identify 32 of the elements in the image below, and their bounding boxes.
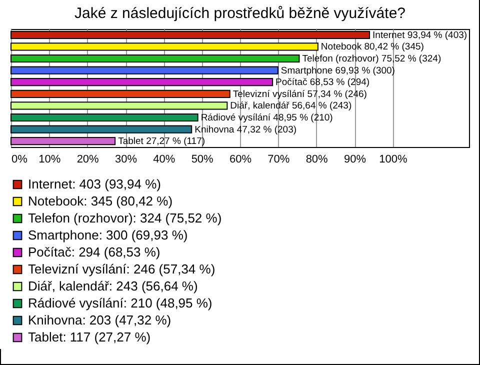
data-label: Tablet 27,27 % (117) xyxy=(118,136,206,148)
data-label: Diář, kalendář 56,64 % (243) xyxy=(230,100,352,112)
x-tick-label: 0% xyxy=(12,154,28,166)
data-label: Internet 93,94 % (403) xyxy=(372,30,468,41)
data-label: Televizní vysílání 57,34 % (246) xyxy=(232,88,367,100)
data-label: Smartphone 69,93 % (300) xyxy=(280,65,395,76)
data-label: Počítač 68,53 % (294) xyxy=(276,77,370,88)
legend-label: Diář, kalendář: 243 (56,64 %) xyxy=(28,278,198,294)
x-tick-label: 100% xyxy=(379,154,408,166)
x-tick-label: 20% xyxy=(76,154,100,166)
x-tick-label: 30% xyxy=(114,154,138,166)
x-tick-label: 60% xyxy=(229,154,252,166)
x-tick-label: 80% xyxy=(306,154,328,166)
legend-label: Smartphone: 300 (69,93 %) xyxy=(28,228,188,242)
x-tick-label: 90% xyxy=(344,154,366,166)
x-tick-label: 70% xyxy=(268,154,290,166)
data-label: Telefon (rozhovor) 75,52 % (324) xyxy=(302,54,442,64)
x-tick-label: 10% xyxy=(38,154,61,166)
chart-title: Jaké z následujících prostředků běžně využíváte? xyxy=(74,5,406,22)
data-label: Knihovna 47,32 % (203) xyxy=(194,124,297,136)
legend-label: Tablet: 117 (27,27 %) xyxy=(28,330,151,344)
data-label: Notebook 80,42 % (345) xyxy=(320,42,424,53)
data-label: Rádiové vysílání 48,95 % (210) xyxy=(200,112,333,124)
legend-label: Rádiové vysílání: 210 (48,95 %) xyxy=(28,296,212,310)
x-tick-label: 40% xyxy=(153,154,176,166)
legend-label: Počítač: 294 (68,53 %) xyxy=(28,244,160,260)
legend-label: Telefon (rozhovor): 324 (75,52 %) xyxy=(28,210,222,226)
legend-label: Televizní vysílání: 246 (57,34 %) xyxy=(28,262,216,276)
x-tick-label: 50% xyxy=(191,154,214,166)
legend-label: Knihovna: 203 (47,32 %) xyxy=(28,312,172,328)
legend-label: Internet: 403 (93,94 %) xyxy=(28,176,161,192)
legend-label: Notebook: 345 (80,42 %) xyxy=(28,194,173,208)
